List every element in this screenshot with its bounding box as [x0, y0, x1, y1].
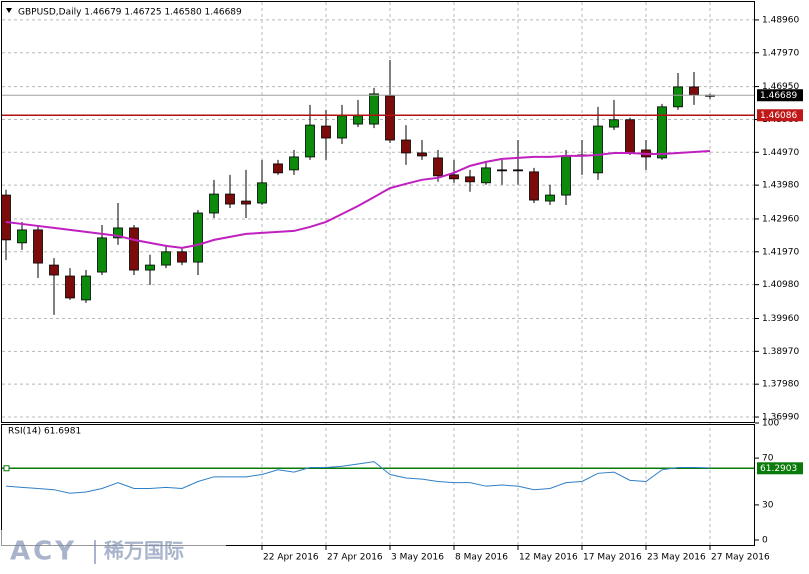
candle-body — [81, 275, 91, 301]
y-tick-label: 1.36990 — [762, 413, 799, 423]
y-tick-label: 1.47970 — [762, 48, 799, 58]
price-label: 1.46086 — [760, 111, 797, 121]
y-tick-label: 1.48960 — [762, 15, 799, 25]
moving-average — [5, 149, 711, 249]
watermark-brand: ACY — [10, 537, 77, 567]
rsi-level-label: 61.2903 — [760, 464, 797, 474]
candle-body — [657, 106, 667, 159]
candle-body — [689, 86, 699, 96]
candle-body — [241, 200, 251, 205]
y-tick-label: 70 — [762, 454, 774, 464]
y-tick-label: 1.46950 — [762, 82, 799, 92]
candle-body — [97, 237, 107, 273]
candle-body — [513, 169, 523, 172]
rsi-line — [5, 461, 711, 494]
candle-body — [129, 227, 139, 271]
candle-body — [545, 194, 555, 202]
candle-body — [337, 115, 347, 139]
candle-body — [433, 157, 443, 177]
y-tick-label: 1.44970 — [762, 148, 799, 158]
candle-body — [273, 163, 283, 174]
candle-body — [145, 264, 155, 271]
candle-body — [497, 169, 507, 172]
candle-body — [449, 174, 459, 180]
y-tick-label: 1.39960 — [762, 314, 799, 324]
y-tick-label: 30 — [762, 500, 774, 510]
candle-body — [529, 171, 539, 201]
y-tick-label: 100 — [762, 419, 779, 429]
y-tick-label: 1.41970 — [762, 247, 799, 257]
rsi-title: RSI(14) 61.6981 — [8, 427, 81, 437]
x-tick-label: 27 May 2016 — [711, 553, 770, 563]
price-label-box — [757, 89, 803, 102]
candle-body — [1, 194, 11, 241]
x-tick-label: 22 Apr 2016 — [263, 553, 319, 563]
candle-body — [113, 227, 123, 239]
candle-body — [385, 95, 395, 141]
candle-body — [33, 229, 43, 264]
candle-body — [417, 152, 427, 157]
title-marker — [6, 8, 12, 13]
plot-layer — [1, 60, 754, 494]
candle-body — [177, 251, 187, 263]
candle-body — [481, 167, 491, 184]
candle-body — [289, 156, 299, 171]
candle-body — [65, 275, 75, 299]
y-tick-label: 1.43980 — [762, 181, 799, 191]
rsi-level-handle — [3, 465, 10, 472]
y-tick-label: 1.37980 — [762, 380, 799, 390]
watermark-bg — [0, 530, 226, 574]
candle-body — [561, 155, 571, 196]
watermark: ACY 稀万国际 — [0, 530, 226, 574]
x-tick-label: 27 Apr 2016 — [327, 553, 383, 563]
y-tick-label: 1.42960 — [762, 214, 799, 224]
candle-body — [673, 86, 683, 108]
chart-title: GBPUSD,Daily 1.46679 1.46725 1.46580 1.4… — [18, 8, 242, 18]
candle-body — [465, 176, 475, 183]
candle-body — [209, 193, 219, 214]
candle-body — [593, 125, 603, 174]
candle-body — [321, 125, 331, 139]
x-tick-label: 3 May 2016 — [391, 553, 444, 563]
main-frame — [1, 1, 755, 423]
rsi-level-box — [757, 462, 803, 475]
price-label-box — [757, 109, 803, 122]
candle-body — [49, 264, 59, 276]
candle-body — [625, 119, 635, 154]
x-tick-label: 23 May 2016 — [647, 553, 706, 563]
candle-body — [193, 212, 203, 263]
x-tick-label: 17 May 2016 — [583, 553, 642, 563]
candle-body — [401, 139, 411, 154]
y-tick-label: 1.40980 — [762, 280, 799, 290]
y-tick-label: 1.38970 — [762, 347, 799, 357]
watermark-name: 稀万国际 — [104, 539, 184, 563]
candle-body — [161, 251, 171, 266]
x-tick-label: 8 May 2016 — [455, 553, 508, 563]
candle-body — [305, 124, 315, 158]
candle-body — [369, 93, 379, 125]
rsi-frame — [1, 424, 755, 546]
x-tick-label: 12 May 2016 — [519, 553, 578, 563]
axis-layer — [1, 1, 755, 546]
candle-body — [353, 115, 363, 125]
candle-body — [225, 193, 235, 205]
candle-body — [609, 119, 619, 128]
candle-body — [257, 182, 267, 204]
y-tick-label: 0 — [762, 536, 768, 546]
candle-body — [17, 229, 27, 244]
price-label: 1.46689 — [760, 91, 797, 101]
